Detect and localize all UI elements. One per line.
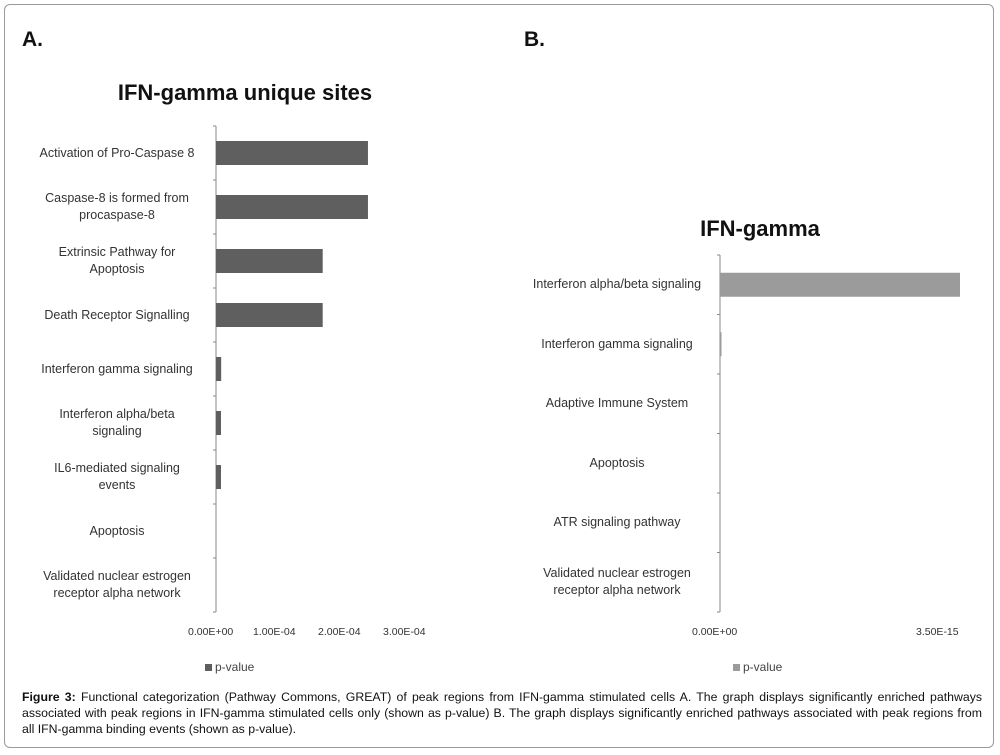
chart-a-legend-label: p-value — [215, 660, 255, 674]
chart-a-category-label: Caspase-8 is formed from procaspase-8 — [45, 191, 189, 222]
chart-b-category-label: Validated nuclear estrogen receptor alph… — [543, 566, 691, 598]
chart-b-bar — [720, 272, 960, 297]
chart-b-legend-label: p-value — [743, 660, 783, 674]
caption-label: Figure 3: — [22, 690, 76, 704]
chart-a-x-tick-label: 3.00E-04 — [383, 626, 426, 638]
chart-b-legend: p-value — [733, 660, 782, 674]
panel-b-label: B. — [524, 28, 545, 51]
chart-a-category-label: Interferon alpha/beta signaling — [59, 407, 175, 438]
chart-b-bar — [720, 332, 722, 357]
chart-a-bar — [216, 303, 323, 327]
chart-a-category-label: IL6-mediated signaling events — [54, 461, 180, 492]
chart-a-bar — [216, 357, 222, 381]
chart-a-x-tick-label: 1.00E-04 — [253, 626, 296, 638]
chart-a-category-label: Interferon gamma signaling — [41, 361, 193, 376]
chart-b-x-tick-label: 3.50E-15 — [916, 626, 959, 638]
figure-frame — [4, 4, 994, 748]
chart-b-x-tick-label: 0.00E+00 — [692, 626, 738, 638]
chart-b-category-label: ATR signaling pathway — [553, 515, 681, 530]
chart-a-title: IFN-gamma unique sites — [117, 80, 373, 105]
chart-b-title: IFN-gamma — [700, 216, 820, 241]
chart-b-category-label: Apoptosis — [589, 455, 645, 470]
chart-a-bar — [216, 249, 323, 273]
chart-a-bar — [216, 465, 221, 489]
chart-a-category-label: Activation of Pro-Caspase 8 — [39, 145, 195, 160]
chart-a-legend-swatch — [205, 663, 212, 671]
chart-a-category-label: Death Receptor Signalling — [44, 307, 190, 322]
chart-b-legend-swatch — [733, 663, 740, 671]
figure-caption: Figure 3: Functional categorization (Pat… — [22, 689, 982, 737]
chart-a-bar — [216, 411, 221, 435]
chart-a-bar — [216, 141, 368, 165]
chart-a-legend: p-value — [205, 660, 254, 674]
chart-a-category-label: Extrinsic Pathway for Apoptosis — [58, 245, 176, 276]
chart-a-x-tick-label: 2.00E-04 — [318, 626, 361, 638]
chart-a-category-label: Validated nuclear estrogen receptor alph… — [43, 569, 191, 600]
caption-text: Functional categorization (Pathway Commo… — [22, 690, 983, 736]
chart-a-bar — [216, 195, 368, 219]
panel-a-label: A. — [22, 28, 43, 51]
chart-a-category-label: Apoptosis — [89, 523, 145, 538]
chart-b-category-label: Interferon alpha/beta signaling — [532, 277, 702, 292]
chart-b-category-label: Interferon gamma signaling — [541, 336, 693, 351]
chart-b-category-label: Adaptive Immune System — [545, 396, 689, 411]
chart-a-x-tick-label: 0.00E+00 — [188, 626, 234, 638]
